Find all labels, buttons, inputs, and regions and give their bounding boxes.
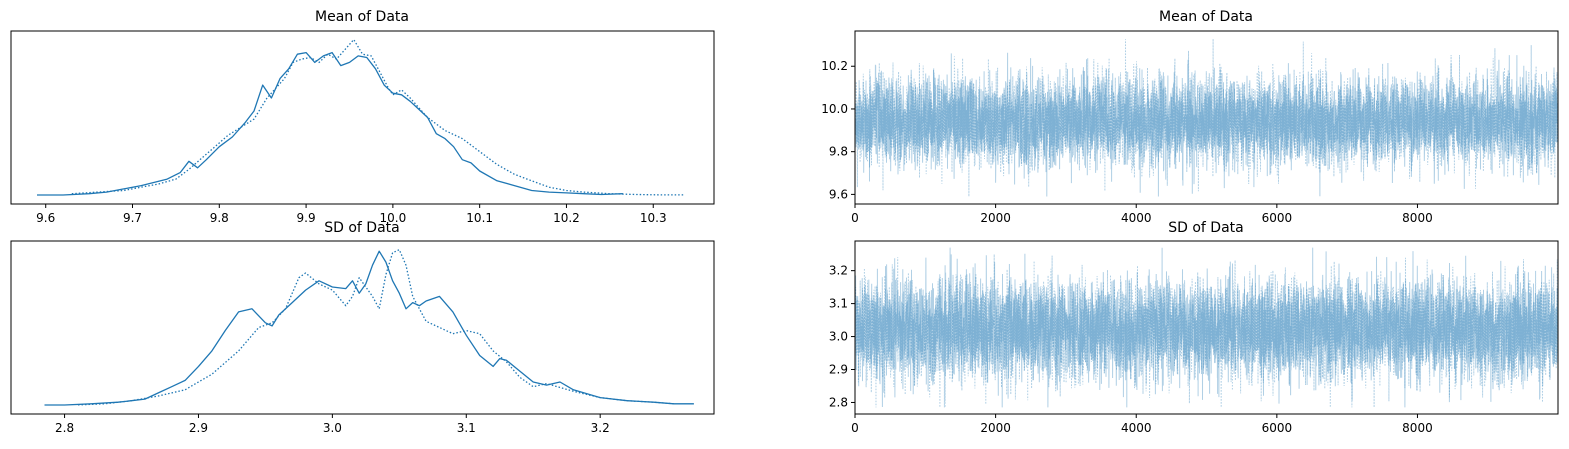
- mean-density-dotted-line: [71, 38, 684, 196]
- sd-trace-y-tick-label: 3.0: [829, 330, 848, 344]
- mean-trace-solid-line: [855, 52, 1558, 197]
- mean-density-x-tick-label: 9.7: [123, 211, 142, 225]
- sd-density-title: SD of Data: [324, 220, 400, 236]
- mean-trace-x-tick-label: 8000: [1402, 211, 1433, 225]
- sd-density-x-tick-label: 3.0: [323, 421, 342, 435]
- mean-trace-x-tick-label: 0: [851, 211, 859, 225]
- sd-density-solid-line: [44, 250, 694, 406]
- mean-trace-panel: Mean of Data 9.6 9.8 10.0 10.2 0 2000 4000 6000…: [821, 9, 1559, 225]
- mean-trace-y-tick-label: 10.2: [821, 59, 848, 73]
- mean-trace-ticks: 9.6 9.8 10.0 10.2 0 2000 4000 6000 8000: [821, 59, 1432, 225]
- mean-trace-lines: [855, 38, 1558, 197]
- sd-trace-x-tick-label: 8000: [1402, 421, 1433, 435]
- mean-density-frame: [10, 30, 715, 205]
- mean-trace-y-tick-label: 9.8: [829, 145, 848, 159]
- sd-density-x-tick-label: 2.9: [189, 421, 208, 435]
- mean-trace-frame: [854, 30, 1559, 205]
- sd-trace-panel: SD of Data 2.8 2.9 3.0 3.1 3.2 0 2000 4000 6000 8…: [829, 220, 1559, 435]
- mean-density-x-tick-label: 10.3: [640, 211, 667, 225]
- sd-trace-lines: [855, 247, 1558, 408]
- sd-density-panel: SD of Data 2.8 2.9 3.0 3.1 3.2: [10, 220, 715, 435]
- mean-density-x-tick-label: 9.8: [210, 211, 229, 225]
- sd-trace-y-tick-label: 2.9: [829, 363, 848, 377]
- mean-trace-x-tick-label: 4000: [1121, 211, 1152, 225]
- sd-trace-frame: [854, 240, 1559, 415]
- mean-density-x-tick-label: 9.6: [36, 211, 55, 225]
- sd-density-x-tick-label: 3.1: [457, 421, 476, 435]
- mean-density-x-tick-label: 10.0: [380, 211, 407, 225]
- mean-density-x-tick-label: 10.1: [466, 211, 493, 225]
- mean-density-x-tick-label: 10.2: [553, 211, 580, 225]
- mean-trace-x-tick-label: 6000: [1262, 211, 1293, 225]
- sd-trace-ticks: 2.8 2.9 3.0 3.1 3.2 0 2000 4000 6000 8000: [829, 264, 1433, 435]
- sd-trace-title: SD of Data: [1168, 220, 1244, 236]
- sd-density-frame: [10, 240, 715, 415]
- sd-trace-x-tick-label: 0: [851, 421, 859, 435]
- sd-density-x-tick-label: 3.2: [591, 421, 610, 435]
- mean-density-x-ticks: 9.6 9.7 9.8 9.9 10.0 10.1 10.2 10.3: [36, 204, 667, 225]
- mean-trace-y-tick-label: 9.6: [829, 187, 848, 201]
- mean-trace-dotted-line: [855, 38, 1558, 197]
- mean-density-panel: Mean of Data 9.6 9.7 9.8 9.9 10.0 10.1 10.2 10.…: [10, 9, 715, 225]
- sd-trace-x-tick-label: 4000: [1121, 421, 1152, 435]
- sd-density-x-tick-label: 2.8: [55, 421, 74, 435]
- sd-trace-solid-line: [855, 247, 1558, 408]
- sd-trace-x-tick-label: 2000: [980, 421, 1011, 435]
- mean-trace-x-tick-label: 2000: [980, 211, 1011, 225]
- mean-trace-y-tick-label: 10.0: [821, 102, 848, 116]
- sd-trace-x-tick-label: 6000: [1262, 421, 1293, 435]
- sd-trace-y-tick-label: 3.2: [829, 264, 848, 278]
- mean-density-title: Mean of Data: [315, 9, 409, 25]
- sd-trace-y-tick-label: 2.8: [829, 395, 848, 409]
- mean-trace-title: Mean of Data: [1159, 9, 1253, 25]
- sd-trace-dotted-line: [855, 254, 1558, 408]
- sd-trace-y-tick-label: 3.1: [829, 297, 848, 311]
- mean-density-x-tick-label: 9.9: [297, 211, 316, 225]
- mean-density-lines: [37, 38, 684, 196]
- sd-density-lines: [44, 249, 694, 406]
- sd-density-x-ticks: 2.8 2.9 3.0 3.1 3.2: [55, 414, 610, 435]
